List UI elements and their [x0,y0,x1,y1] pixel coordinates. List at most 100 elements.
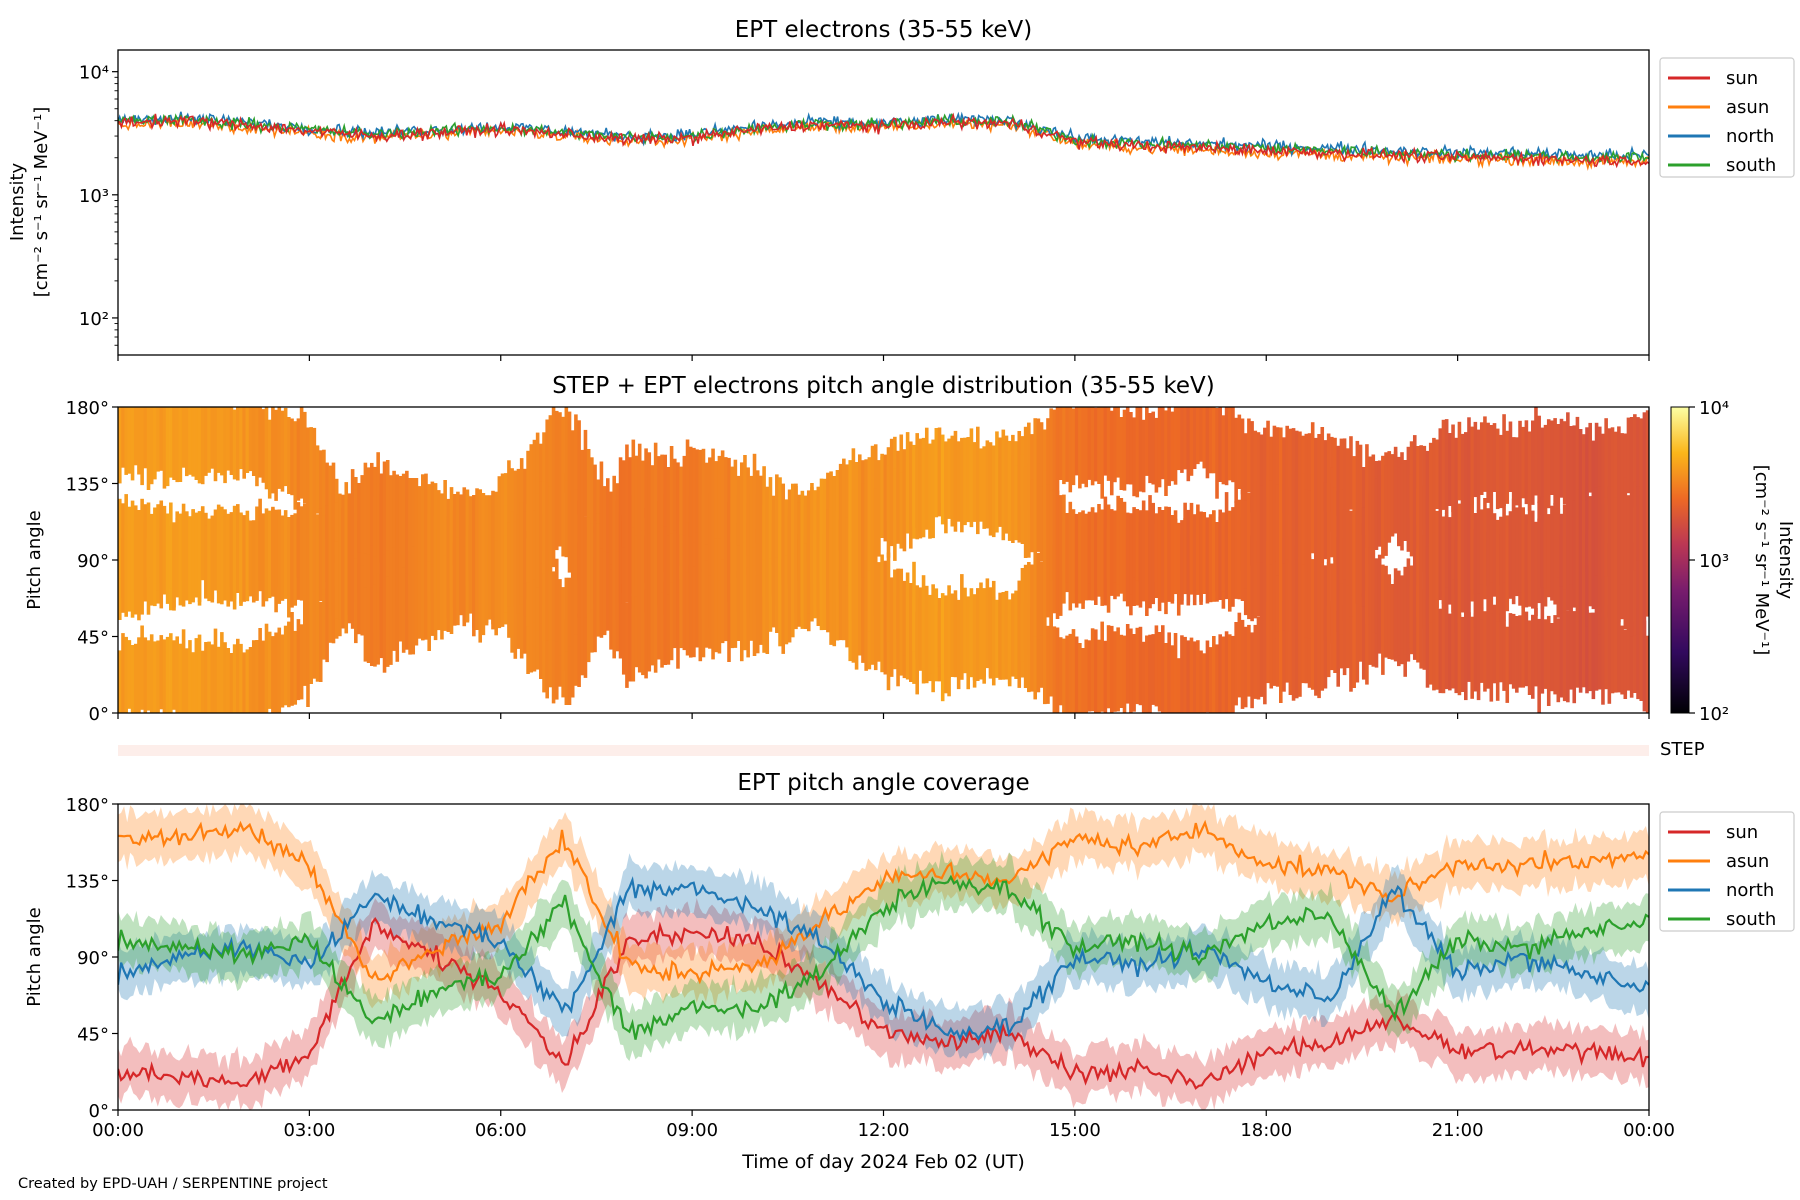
heatmap-bin-asun [213,407,218,482]
heatmap-bin-asun [1460,433,1465,514]
heatmap-bin-south [280,515,285,587]
heatmap-bin-asun [1358,444,1363,526]
heatmap-bin-sun [184,648,189,713]
heatmap-bin-north [118,541,122,620]
step-coverage-band [118,745,1649,756]
heatmap-bin-south [593,520,597,612]
heatmap-bin-south [1033,477,1037,570]
x-axis-label: Time of day 2024 Feb 02 (UT) [741,1151,1025,1173]
heatmap-bin-asun [523,468,527,540]
heatmap-bin-sun [210,644,215,713]
heatmap-bin-south [242,515,246,600]
heatmap-bin-asun [1116,407,1120,478]
heatmap-bin-north [909,583,913,677]
heatmap-bin-north [931,584,935,674]
heatmap-bin-asun [1227,407,1232,481]
heatmap-bin-north [950,593,955,669]
heatmap-bin-south [341,557,345,629]
heatmap-bin-south [1055,490,1060,572]
heatmap-bin-south [842,511,846,584]
heatmap-bin-south [822,533,827,622]
heatmap-bin-north [1007,599,1012,687]
heatmap-bin-asun [1208,407,1213,474]
heatmap-bin-sun [216,646,221,713]
heatmap-bin-south [516,519,521,614]
heatmap-bin-asun [264,407,269,490]
heatmap-bin-sun [213,628,218,713]
heatmap-bin-north [969,588,974,676]
heatmap-bin-sun [287,621,291,708]
heatmap-bin-south [720,559,725,644]
heatmap-bin-south [784,555,789,645]
heatmap-bin-asun [1259,434,1264,508]
heatmap-bin-south [918,465,923,539]
heatmap-bin-north [972,594,977,681]
heatmap-bin-south [239,512,243,606]
heatmap-bin-south [1145,510,1149,603]
heatmap-bin-north [443,480,447,564]
heatmap-bin-sun [1365,591,1369,685]
heatmap-bin-sun [1106,625,1111,709]
heatmap-bin-sun [1237,612,1242,698]
heatmap-bin-south [1259,485,1264,563]
heatmap-bin-south [1371,544,1376,633]
heatmap-bin-north [701,448,706,543]
heatmap-bin-sun [1173,633,1178,713]
heatmap-bin-south [1495,519,1500,590]
heatmap-bin-sun [873,579,878,671]
heatmap-bin-asun [124,407,128,475]
heatmap-bin-asun [1307,433,1312,510]
heatmap-bin-asun [318,450,323,519]
heatmap-bin-north [1403,469,1407,541]
heatmap-bin-sun [519,585,524,659]
heatmap-bin-north [395,474,400,545]
heatmap-bin-south [1505,515,1510,602]
heatmap-bin-north [475,488,479,580]
heatmap-bin-north [637,443,642,538]
heatmap-bin-south [1349,510,1353,596]
heatmap-bin-south [1390,589,1395,660]
coverage-line-asun [118,819,1649,985]
heatmap-bin-south [1269,480,1274,565]
heatmap-bin-north [599,496,604,585]
heatmap-bin-south [1546,514,1551,588]
heatmap-bin-north [685,439,690,523]
heatmap-bin-north [889,577,894,660]
heatmap-bin-south [417,561,422,639]
heatmap-bin-asun [1148,413,1152,484]
heatmap-bin-north [784,499,789,569]
heatmap-bin-sun [1094,629,1098,713]
heatmap-bin-south [1629,489,1634,566]
heatmap-bin-north [526,538,530,627]
heatmap-bin-asun [1454,437,1459,510]
heatmap-bin-north [1419,489,1423,566]
heatmap-bin-south [1291,473,1296,565]
heatmap-bin-sun [1566,610,1570,703]
heatmap-bin-north [1585,533,1589,627]
heatmap-bin-sun [1352,598,1356,688]
heatmap-bin-south [730,574,734,649]
heatmap-bin-sun [194,638,199,713]
colorbar [1670,406,1690,714]
heatmap-bin-south [472,542,476,637]
panel3-x-tick-label: 18:00 [1240,1120,1292,1141]
heatmap-bin-south [1224,492,1229,584]
heatmap-bin-south [1141,500,1146,571]
heatmap-bin-sun [1326,605,1331,678]
heatmap-bin-south [261,516,266,587]
heatmap-bin-asun [1451,424,1455,513]
heatmap-bin-south [421,562,425,641]
heatmap-bin-sun [526,599,530,674]
heatmap-bin-asun [1275,427,1280,503]
heatmap-bin-sun [567,620,572,705]
heatmap-bin-south [1400,575,1404,649]
heatmap-bin-north [1027,562,1031,655]
heatmap-bin-asun [216,407,221,473]
legend1-box [1659,57,1795,178]
heatmap-bin-south [606,552,610,631]
heatmap-bin-south [915,447,919,540]
heatmap-bin-asun [382,529,387,622]
heatmap-bin-sun [1515,616,1519,693]
heatmap-bin-south [395,582,400,662]
heatmap-bin-north [405,470,409,545]
